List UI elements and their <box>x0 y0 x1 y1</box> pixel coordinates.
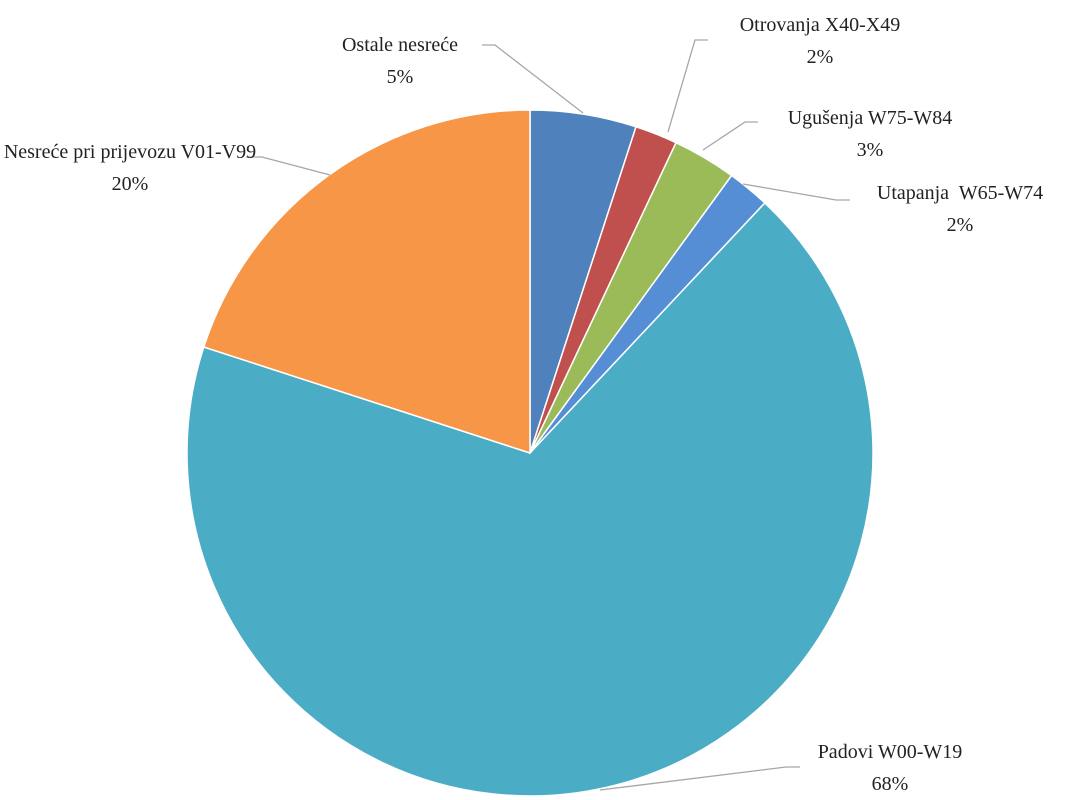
leader-line <box>667 39 708 133</box>
label-category: Nesreće pri prijevozu V01-V99 <box>3 141 257 163</box>
label-category: Ostale nesreće <box>341 34 459 56</box>
label-category: Utapanja W65-W74 <box>876 182 1044 204</box>
data-label: Utapanja W65-W74 2% <box>840 177 1074 241</box>
leader-line <box>246 156 331 176</box>
label-category: Ugušenja W75-W84 <box>787 107 953 129</box>
data-label: Nesreće pri prijevozu V01-V99 20% <box>0 136 260 200</box>
leader-line <box>742 183 850 201</box>
leader-line <box>482 44 584 114</box>
label-value: 20% <box>111 173 149 195</box>
label-category: Otrovanja X40-X49 <box>739 14 901 36</box>
pie-slice <box>202 109 531 455</box>
data-label: Otrovanja X40-X49 2% <box>700 9 940 73</box>
label-value: 5% <box>386 66 414 88</box>
label-category: Padovi W00-W19 <box>817 741 963 763</box>
leader-line <box>702 121 758 151</box>
label-value: 2% <box>946 214 974 236</box>
label-value: 2% <box>806 46 834 68</box>
label-value: 3% <box>856 139 884 161</box>
data-label: Ugušenja W75-W84 3% <box>740 102 1000 166</box>
pie-slice <box>186 201 874 796</box>
label-value: 68% <box>871 773 909 795</box>
leader-line <box>599 766 800 791</box>
data-label: Padovi W00-W19 68% <box>790 736 990 800</box>
data-label: Ostale nesreće 5% <box>310 29 490 93</box>
